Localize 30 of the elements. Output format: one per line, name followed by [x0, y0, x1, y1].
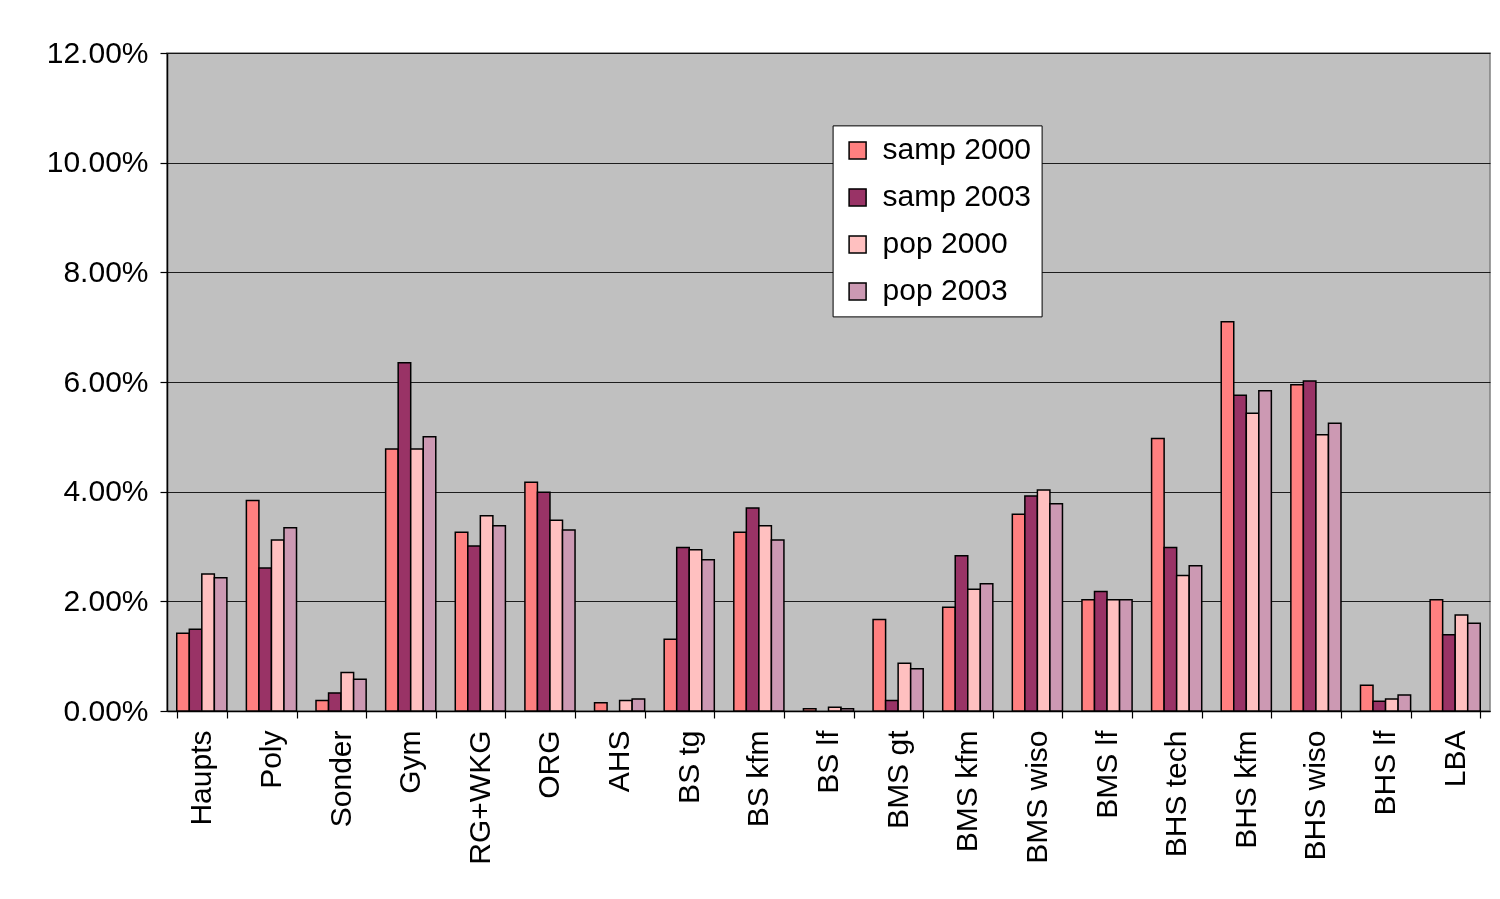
y-tick-label: 6.00% [63, 364, 149, 398]
x-tick-label: BS lf [811, 729, 844, 794]
x-tick-label: BMS lf [1089, 729, 1123, 819]
x-tick-label: BHS lf [1368, 729, 1402, 816]
y-tick-label: 8.00% [63, 254, 149, 288]
x-tick-label: BMS kfm [950, 730, 984, 853]
legend-label: pop 2003 [882, 273, 1008, 307]
x-tick-label: AHS [602, 730, 636, 793]
legend-label: samp 2003 [882, 179, 1032, 213]
x-tick-label: ORG [532, 730, 566, 799]
x-tick-label: Poly [253, 730, 287, 789]
x-tick-label: BHS kfm [1228, 730, 1262, 849]
legend-label: samp 2000 [882, 132, 1032, 166]
x-tick-label: BHS tech [1159, 730, 1193, 858]
y-tick-label: 12.00% [46, 35, 149, 69]
legend-label: pop 2000 [882, 226, 1008, 260]
y-tick-label: 0.00% [63, 693, 149, 727]
x-tick-label: BS tg [671, 730, 705, 804]
x-tick-label: RG+WKG [462, 730, 496, 865]
y-tick-label: 4.00% [63, 474, 149, 508]
y-tick-label: 2.00% [63, 583, 149, 617]
x-tick-label: LBA [1437, 730, 1471, 788]
x-tick-label: BMS gt [880, 729, 914, 829]
x-tick-label: Sonder [323, 730, 357, 828]
x-tick-label: BS kfm [741, 730, 775, 828]
x-tick-label: BMS wiso [1019, 730, 1053, 864]
x-tick-label: BHS wiso [1298, 730, 1332, 861]
x-tick-label: Haupts [184, 730, 218, 826]
y-tick-label: 10.00% [46, 145, 149, 179]
x-tick-label: Gym [393, 730, 427, 794]
